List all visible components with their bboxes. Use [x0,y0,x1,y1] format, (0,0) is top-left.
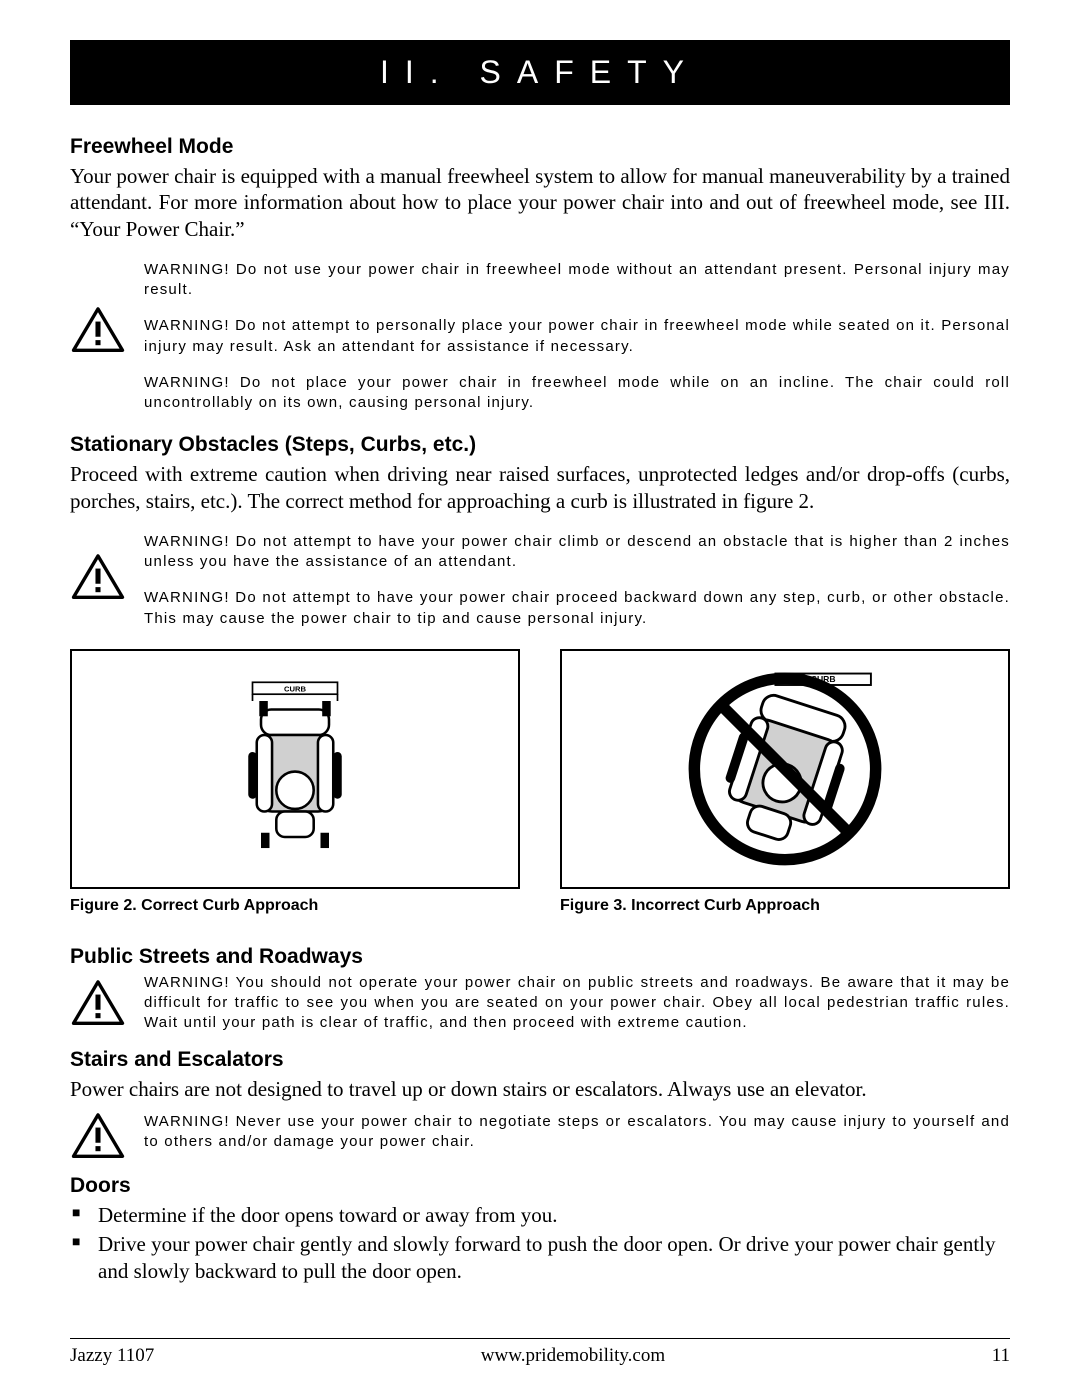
warning-text: WARNING! Do not attempt to have your pow… [144,588,1010,629]
doors-list: Determine if the door opens toward or aw… [70,1202,1010,1285]
figure-2: CURB [70,649,520,915]
wheelchair-incorrect-icon: CURB [670,664,900,874]
warning-texts-freewheel: WARNING! Do not use your power chair in … [144,260,1010,414]
section-freewheel: Freewheel Mode Your power chair is equip… [70,135,1010,413]
section-streets: Public Streets and Roadways WARNING! You… [70,945,1010,1034]
warning-triangle-icon [70,973,126,1033]
body-stairs: Power chairs are not designed to travel … [70,1076,1010,1102]
warning-text: WARNING! Never use your power chair to n… [144,1112,1010,1153]
footer-center: www.pridemobility.com [481,1345,665,1367]
warning-text: WARNING! Do not attempt to personally pl… [144,316,1010,357]
page-footer: Jazzy 1107 www.pridemobility.com 11 [70,1338,1010,1367]
footer-left: Jazzy 1107 [70,1345,154,1367]
warning-triangle-icon [70,532,126,622]
warning-text: WARNING! Do not use your power chair in … [144,260,1010,301]
heading-doors: Doors [70,1174,1010,1198]
heading-obstacles: Stationary Obstacles (Steps, Curbs, etc.… [70,433,1010,457]
figures-row: CURB [70,649,1010,915]
list-item: Determine if the door opens toward or aw… [70,1202,1010,1229]
page-header: II. SAFETY [70,40,1010,105]
heading-streets: Public Streets and Roadways [70,945,1010,969]
warning-block-obstacles: WARNING! Do not attempt to have your pow… [70,532,1010,629]
heading-freewheel: Freewheel Mode [70,135,1010,159]
heading-stairs: Stairs and Escalators [70,1048,1010,1072]
figure-2-box: CURB [70,649,520,889]
wheelchair-correct-icon: CURB [210,664,380,874]
figure-3: CURB Figure 3. Incorrect Curb Approach [560,649,1010,915]
body-freewheel: Your power chair is equipped with a manu… [70,163,1010,242]
figure-2-caption: Figure 2. Correct Curb Approach [70,897,520,915]
warning-texts-obstacles: WARNING! Do not attempt to have your pow… [144,532,1010,629]
figure-3-box: CURB [560,649,1010,889]
section-doors: Doors Determine if the door opens toward… [70,1174,1010,1285]
warning-text: WARNING! Do not place your power chair i… [144,373,1010,414]
warning-text: WARNING! You should not operate your pow… [144,973,1010,1034]
warning-texts-streets: WARNING! You should not operate your pow… [144,973,1010,1034]
warning-block-stairs: WARNING! Never use your power chair to n… [70,1112,1010,1160]
warning-block-freewheel: WARNING! Do not use your power chair in … [70,260,1010,414]
warning-triangle-icon [70,1112,126,1160]
section-obstacles: Stationary Obstacles (Steps, Curbs, etc.… [70,433,1010,629]
warning-texts-stairs: WARNING! Never use your power chair to n… [144,1112,1010,1153]
list-item: Drive your power chair gently and slowly… [70,1231,1010,1285]
figure-3-caption: Figure 3. Incorrect Curb Approach [560,897,1010,915]
body-obstacles: Proceed with extreme caution when drivin… [70,461,1010,514]
warning-triangle-icon [70,260,126,400]
footer-right: 11 [992,1345,1010,1367]
warning-block-streets: WARNING! You should not operate your pow… [70,973,1010,1034]
svg-text:CURB: CURB [284,684,307,693]
section-stairs: Stairs and Escalators Power chairs are n… [70,1048,1010,1160]
warning-text: WARNING! Do not attempt to have your pow… [144,532,1010,573]
